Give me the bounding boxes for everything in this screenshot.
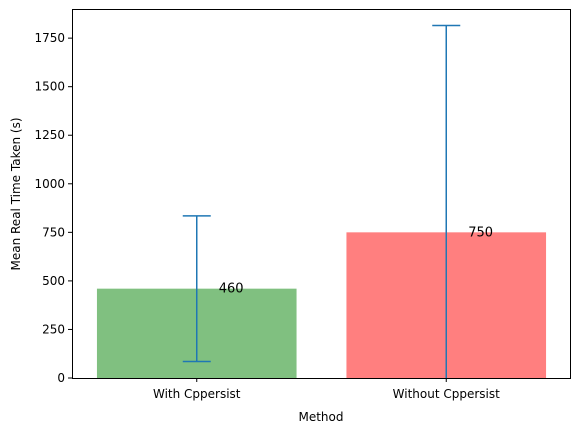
y-tick-label-1500: 1500 bbox=[34, 80, 65, 94]
x-axis-title: Method bbox=[298, 410, 343, 424]
y-tick-label-750: 750 bbox=[42, 225, 65, 239]
bars-group bbox=[97, 232, 546, 378]
y-tick-label-1750: 1750 bbox=[34, 31, 65, 45]
x-tick-label-1: With Cppersist bbox=[153, 387, 241, 401]
y-tick-label-1000: 1000 bbox=[34, 177, 65, 191]
data-label-1: 460 bbox=[219, 282, 244, 297]
x-tick-label-2: Without Cppersist bbox=[393, 387, 500, 401]
y-tick-label-1250: 1250 bbox=[34, 128, 65, 142]
x-axis-ticks: With Cppersist Without Cppersist bbox=[153, 378, 500, 401]
data-label-2: 750 bbox=[468, 225, 493, 240]
y-tick-label-500: 500 bbox=[42, 274, 65, 288]
y-axis-title: Mean Real Time Taken (s) bbox=[9, 117, 23, 270]
y-tick-label-0: 0 bbox=[57, 371, 65, 385]
y-axis-ticks: 0 250 500 750 1000 1250 1500 1750 bbox=[34, 31, 72, 385]
y-tick-label-250: 250 bbox=[42, 322, 65, 336]
